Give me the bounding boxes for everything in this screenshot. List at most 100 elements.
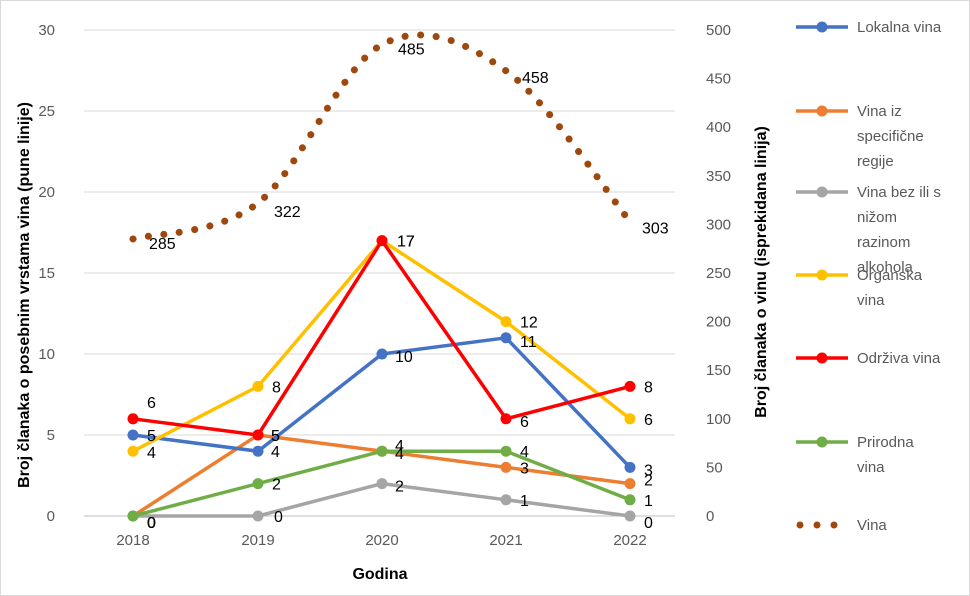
data-label: 458 bbox=[522, 70, 549, 87]
legend-label: vina bbox=[857, 459, 885, 476]
data-label: 0 bbox=[644, 515, 653, 532]
legend-marker bbox=[796, 521, 804, 529]
y2-tick-label: 50 bbox=[706, 459, 723, 476]
data-label: 11 bbox=[520, 334, 537, 351]
y2-tick-label: 100 bbox=[706, 411, 731, 428]
data-point bbox=[252, 429, 264, 441]
legend-label: Vina iz bbox=[857, 103, 902, 120]
data-label: 8 bbox=[644, 379, 653, 396]
legend-marker bbox=[816, 105, 828, 117]
x-tick-label: 2018 bbox=[116, 532, 149, 549]
series-line bbox=[132, 238, 632, 453]
legend-item: Vina bbox=[796, 517, 887, 534]
data-point bbox=[500, 494, 512, 506]
y2-tick-label: 450 bbox=[706, 71, 731, 88]
data-label: 4 bbox=[395, 446, 404, 463]
series-4 bbox=[127, 235, 636, 441]
legend-item: Održiva vina bbox=[796, 350, 941, 367]
y-tick-label: 5 bbox=[47, 427, 55, 444]
y-tick-label: 30 bbox=[38, 22, 55, 39]
data-label: 303 bbox=[642, 220, 669, 237]
data-point bbox=[624, 478, 636, 490]
legend-label: vina bbox=[857, 292, 885, 309]
x-tick-label: 2021 bbox=[489, 532, 522, 549]
data-label: 4 bbox=[271, 444, 280, 461]
data-label: 0 bbox=[147, 515, 156, 532]
data-point bbox=[127, 445, 139, 457]
data-label: 2 bbox=[272, 477, 281, 494]
legend-label: Vina bbox=[857, 517, 887, 534]
y-tick-label: 0 bbox=[47, 508, 55, 525]
data-point bbox=[500, 316, 512, 328]
data-point bbox=[252, 445, 264, 457]
data-point bbox=[500, 461, 512, 473]
data-label: 1 bbox=[644, 493, 653, 510]
data-label: 322 bbox=[274, 204, 301, 221]
legend-marker bbox=[813, 521, 821, 529]
y-axis-ticks: 0 5 10 15 20 25 30 bbox=[38, 22, 55, 525]
data-point bbox=[624, 380, 636, 392]
data-label: 5 bbox=[271, 428, 280, 445]
legend-label: alkohola bbox=[857, 259, 914, 276]
gridlines bbox=[84, 29, 675, 517]
data-point bbox=[252, 510, 264, 522]
legend-label: Prirodna bbox=[857, 434, 914, 451]
x-axis: 2018 2019 2020 2021 2022 bbox=[84, 515, 675, 549]
y-axis-title: Broj članaka o posebnim vrstama vina (pu… bbox=[16, 102, 33, 488]
data-label: 3 bbox=[644, 462, 653, 479]
y2-tick-label: 150 bbox=[706, 362, 731, 379]
y-tick-label: 25 bbox=[38, 103, 55, 120]
data-point bbox=[376, 235, 388, 247]
series-6 bbox=[129, 31, 634, 243]
y2-tick-label: 250 bbox=[706, 265, 731, 282]
series-2 bbox=[127, 478, 636, 522]
y2-tick-label: 300 bbox=[706, 216, 731, 233]
legend-marker bbox=[816, 269, 828, 281]
data-point bbox=[500, 332, 512, 344]
legend-item: Vina bez ili s nižom razinom alkohola bbox=[796, 184, 941, 276]
data-label: 1 bbox=[520, 493, 529, 510]
data-label: 0 bbox=[274, 509, 283, 526]
series-layer bbox=[127, 31, 636, 522]
legend-label: Održiva vina bbox=[857, 350, 941, 367]
data-label: 2 bbox=[644, 473, 653, 490]
legend-item: Lokalna vina bbox=[796, 19, 942, 36]
legend-marker bbox=[816, 436, 828, 448]
data-point bbox=[376, 348, 388, 360]
x-tick-label: 2019 bbox=[241, 532, 274, 549]
legend-marker bbox=[816, 21, 828, 33]
data-label: 4 bbox=[147, 445, 156, 462]
series-line-vina bbox=[129, 31, 634, 243]
legend-item: Organska vina bbox=[796, 267, 923, 309]
data-label: 6 bbox=[644, 412, 653, 429]
data-label: 4 bbox=[520, 444, 529, 461]
y2-axis-title: Broj članaka o vinu (isprekidana linija) bbox=[753, 126, 770, 418]
y2-tick-label: 200 bbox=[706, 314, 731, 331]
legend-label: Organska bbox=[857, 267, 923, 284]
legend-label: razinom bbox=[857, 234, 910, 251]
data-point bbox=[376, 478, 388, 490]
data-point bbox=[376, 445, 388, 457]
data-label: 485 bbox=[398, 42, 425, 59]
legend-label: Lokalna vina bbox=[857, 19, 942, 36]
legend-item: Vina iz specifične regije bbox=[796, 103, 924, 170]
data-label: 10 bbox=[395, 349, 413, 366]
data-label: 12 bbox=[520, 315, 538, 332]
data-point bbox=[252, 478, 264, 490]
data-point bbox=[624, 510, 636, 522]
data-label: 0 bbox=[147, 515, 156, 532]
legend: Lokalna vina Vina izspecifičneregijeVina … bbox=[796, 19, 942, 534]
series-line bbox=[132, 238, 631, 437]
data-point bbox=[127, 510, 139, 522]
series-0 bbox=[127, 332, 636, 473]
y2-tick-label: 400 bbox=[706, 119, 731, 136]
data-label: 5 bbox=[271, 428, 280, 445]
data-point bbox=[127, 413, 139, 425]
data-label: 0 bbox=[147, 515, 156, 532]
data-point bbox=[624, 494, 636, 506]
x-tick-label: 2020 bbox=[365, 532, 398, 549]
series-3 bbox=[127, 235, 636, 457]
data-label: 17 bbox=[397, 234, 415, 251]
